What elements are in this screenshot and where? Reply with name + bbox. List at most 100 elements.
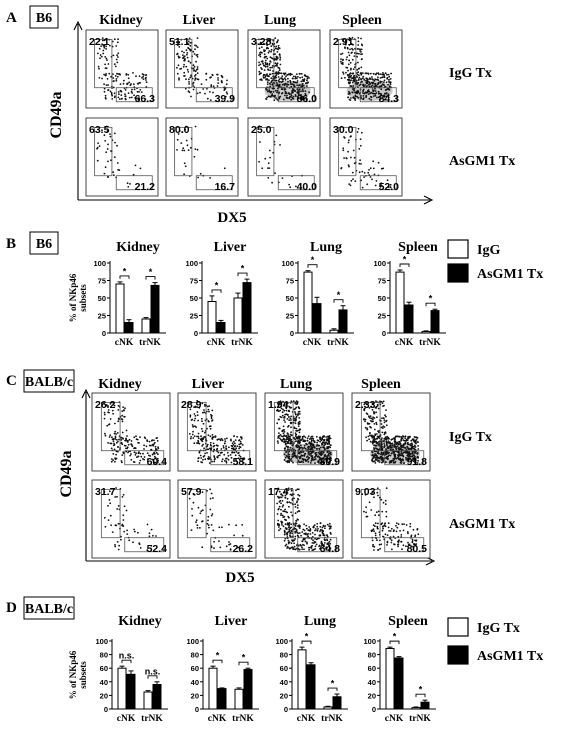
strain-box-d bbox=[23, 596, 75, 620]
gate-cd49a-pos bbox=[338, 126, 357, 177]
x-category-label: trNK bbox=[139, 338, 161, 348]
y-tick-label: 60 bbox=[191, 664, 199, 673]
bar-asgm1 bbox=[312, 303, 322, 334]
y-tick-label: 0 bbox=[195, 705, 199, 714]
y-tick-label: 25 bbox=[190, 312, 198, 321]
bar-igg bbox=[207, 301, 217, 334]
flow-plot: 31.7 52.4 bbox=[91, 479, 171, 559]
significance-marker: * bbox=[419, 685, 423, 695]
gate-percent-lower: 64.8 bbox=[320, 543, 341, 555]
bar-chart-b: % of NKp46 subsets Kidney 0 25 50 75 100 cNK * trN… bbox=[68, 240, 446, 348]
gate-dx5-pos bbox=[277, 175, 315, 191]
event-dots bbox=[188, 488, 244, 551]
gate-cd49a-pos bbox=[273, 401, 294, 452]
bar-asgm1 bbox=[420, 701, 430, 710]
legend-label-asgm1: AsGM1 Tx bbox=[477, 267, 543, 282]
gate-percent-upper: 1.94 bbox=[268, 399, 289, 411]
panel-letter-a: A bbox=[6, 10, 17, 26]
gate-percent-upper: 28.9 bbox=[181, 399, 202, 411]
significance-marker: * bbox=[311, 255, 315, 265]
bar-asgm1 bbox=[332, 696, 342, 710]
gate-percent-lower: 16.7 bbox=[215, 181, 236, 193]
gate-percent-upper: 30.0 bbox=[333, 124, 354, 136]
gate-percent-upper: 2.33 bbox=[355, 399, 376, 411]
x-axis-label-dx5: DX5 bbox=[217, 210, 246, 226]
facet-liver: Liver 0 20 40 60 80 100 cNK * trNK * bbox=[186, 614, 259, 724]
significance-bracket bbox=[121, 659, 132, 664]
tissue-label: Spleen bbox=[342, 13, 382, 28]
y-tick-label: 75 bbox=[378, 277, 386, 286]
flow-plot: 63.5 21.2 bbox=[85, 117, 159, 197]
y-tick-label: 0 bbox=[372, 705, 376, 714]
event-dots bbox=[363, 487, 420, 551]
gate-dx5-pos bbox=[359, 175, 397, 191]
significance-marker: * bbox=[393, 632, 397, 642]
facet-kidney: Kidney 0 25 50 75 100 cNK * trNK * bbox=[93, 240, 166, 348]
bar-asgm1 bbox=[124, 322, 134, 334]
significance-bracket bbox=[237, 272, 248, 277]
x-category-label: trNK bbox=[327, 338, 349, 348]
bar-asgm1 bbox=[430, 310, 440, 334]
legend-swatch-asgm1 bbox=[447, 645, 469, 665]
y-axis-label-cd49a: CD49a bbox=[58, 450, 75, 497]
gate-dx5-pos bbox=[384, 450, 425, 466]
y-tick-label: 25 bbox=[98, 312, 106, 321]
flow-plot-grid-a: 22.1 66.3 51.1 39.9 3.28 86.0 2.91 84.3 63.5 21.2… bbox=[85, 29, 403, 197]
event-dots bbox=[188, 399, 246, 464]
tissue-label: Liver bbox=[183, 13, 216, 28]
significance-marker: * bbox=[215, 280, 219, 290]
x-axis-label-dx5: DX5 bbox=[225, 570, 254, 586]
facet-spleen: Spleen 0 20 40 60 80 100 cNK * trNK * bbox=[363, 614, 436, 724]
gate-dx5-pos bbox=[384, 537, 425, 553]
gate-percent-upper: 57.9 bbox=[181, 486, 202, 498]
bar-igg bbox=[141, 318, 151, 334]
flow-plot: 51.1 39.9 bbox=[165, 29, 239, 109]
bar-asgm1 bbox=[150, 284, 160, 334]
y-tick-label: 80 bbox=[191, 651, 199, 660]
significance-bracket bbox=[145, 276, 156, 280]
significance-bracket bbox=[238, 661, 249, 666]
y-axis-arrow bbox=[73, 20, 83, 200]
gate-percent-lower: 84.3 bbox=[379, 93, 400, 105]
gate-percent-upper: 31.7 bbox=[95, 486, 116, 498]
y-tick-label: 100 bbox=[373, 259, 386, 268]
gate-percent-lower: 89.9 bbox=[320, 456, 341, 468]
x-category-label: trNK bbox=[419, 338, 441, 348]
bar-igg bbox=[411, 707, 421, 710]
bar-asgm1 bbox=[216, 322, 226, 334]
x-category-label: trNK bbox=[231, 338, 253, 348]
plot-frame bbox=[177, 479, 257, 559]
gate-dx5-pos bbox=[195, 175, 233, 191]
facet-title: Spleen bbox=[398, 240, 438, 255]
legend-label-igg: IgG Tx bbox=[477, 621, 520, 636]
flow-plot: 17.4 64.8 bbox=[264, 479, 344, 559]
y-tick-label: 50 bbox=[286, 294, 294, 303]
bar-asgm1 bbox=[243, 669, 253, 710]
gate-cd49a-pos bbox=[186, 488, 207, 539]
facet-title: Kidney bbox=[118, 614, 162, 629]
legend-swatch-asgm1 bbox=[447, 263, 469, 283]
plot-frame bbox=[165, 117, 239, 197]
bar-igg bbox=[143, 691, 153, 710]
y-tick-label: 40 bbox=[368, 678, 376, 687]
facet-title: Lung bbox=[310, 240, 342, 255]
bar-asgm1 bbox=[394, 657, 404, 710]
y-tick-label: 25 bbox=[286, 312, 294, 321]
y-tick-label: 80 bbox=[368, 651, 376, 660]
bar-igg bbox=[421, 331, 431, 334]
panel-a: A B6 Kidney Liver Lung Spleen IgG Tx AsG… bbox=[6, 5, 515, 226]
plot-frame bbox=[329, 117, 403, 197]
gate-percent-lower: 91.8 bbox=[407, 456, 428, 468]
y-tick-label: 100 bbox=[93, 259, 106, 268]
panel-letter-c: C bbox=[6, 373, 17, 389]
y-tick-label: 50 bbox=[190, 294, 198, 303]
gate-percent-upper: 22.1 bbox=[89, 36, 110, 48]
facet-lung: Lung 0 25 50 75 100 cNK * trNK * bbox=[281, 240, 354, 348]
gate-cd49a-pos bbox=[100, 488, 121, 539]
significance-marker: * bbox=[242, 653, 246, 663]
y-tick-label: 75 bbox=[190, 277, 198, 286]
y-tick-label: 25 bbox=[378, 312, 386, 321]
bar-igg bbox=[329, 329, 339, 334]
gate-percent-lower: 52.4 bbox=[147, 543, 168, 555]
plot-frame bbox=[91, 392, 171, 472]
